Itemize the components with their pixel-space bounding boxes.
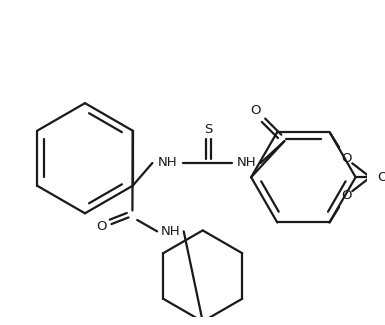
Text: O: O (96, 220, 106, 233)
Text: O: O (341, 152, 352, 165)
Text: O: O (251, 104, 261, 117)
Text: O: O (341, 189, 352, 202)
Text: NH: NH (161, 225, 180, 238)
Text: O: O (377, 171, 385, 184)
Text: S: S (204, 123, 213, 136)
Text: NH: NH (237, 156, 256, 169)
Text: NH: NH (158, 156, 177, 169)
